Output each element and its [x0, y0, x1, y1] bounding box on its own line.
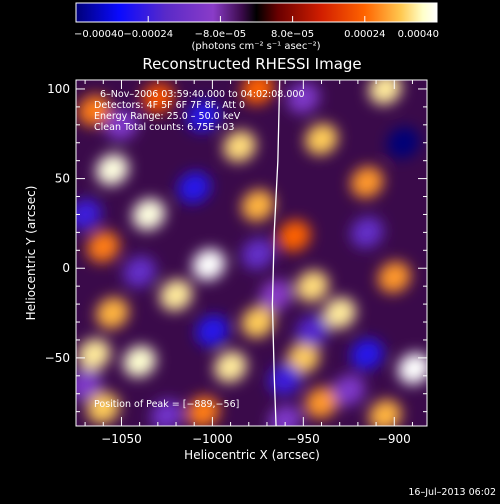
emission-blob — [96, 297, 129, 329]
axis-ticks: −1050 −1000 −950 −900 −50 0 50 100 — [45, 80, 427, 446]
x-tick-label: −1050 — [101, 432, 142, 446]
emission-blob — [323, 297, 357, 329]
peak-position-label: Position of Peak = [−889,−56] — [94, 399, 239, 410]
negative-blob — [196, 315, 229, 347]
negative-blob — [332, 374, 366, 406]
x-tick-label: −1000 — [192, 432, 233, 446]
y-tick-label: −50 — [45, 351, 70, 365]
colorbar-tick-label: 8.0e−05 — [271, 29, 314, 40]
emission-blob — [77, 338, 111, 370]
colorbar-tick-label: −8.0e−05 — [195, 29, 247, 40]
negative-blob — [286, 82, 320, 114]
solar-limb-line — [271, 80, 281, 426]
colorbar-ticks: −0.00040 −0.00024 −8.0e−05 8.0e−05 0.00024 0.… — [74, 16, 439, 40]
emission-blob — [186, 395, 220, 426]
negative-blob — [123, 256, 157, 288]
negative-blob — [76, 369, 102, 401]
emission-blob — [132, 198, 166, 231]
y-tick-label: 0 — [62, 261, 70, 275]
emission-blob — [86, 231, 120, 263]
plot-frame — [75, 79, 428, 427]
negative-blob — [150, 399, 184, 426]
negative-blob — [350, 216, 384, 249]
negative-blob — [177, 171, 211, 204]
emission-blob — [192, 248, 226, 281]
emission-blob — [214, 351, 247, 383]
colorbar-tick-label: −0.00040 — [74, 29, 124, 40]
colorbar-unit-label: (photons cm⁻² s⁻¹ asec⁻²) — [191, 41, 320, 52]
negative-blob — [268, 363, 302, 396]
y-tick-label: 100 — [47, 82, 70, 96]
negative-blob — [386, 127, 420, 159]
emission-blob — [305, 387, 338, 419]
emission-blob — [86, 392, 120, 424]
annotation-line: Clean Total counts: 6.75E+03 — [94, 122, 234, 133]
emission-blob — [241, 80, 275, 105]
negative-blob — [241, 238, 275, 270]
annotation-line: Energy Range: 25.0 – 50.0 keV — [94, 111, 241, 122]
emission-blob — [296, 270, 329, 302]
colorbar-tick-label: 0.00040 — [398, 29, 439, 40]
emission-blob — [96, 153, 129, 186]
emission-blob — [368, 80, 402, 105]
negative-blob — [350, 338, 384, 370]
emission-blob — [377, 261, 411, 293]
x-axis-label: Heliocentric X (arcsec) — [184, 448, 320, 462]
emission-blob — [397, 352, 427, 385]
emission-blob — [368, 399, 402, 426]
colorbar-gradient — [75, 2, 438, 23]
negative-blob — [186, 100, 220, 132]
emission-blob — [350, 166, 384, 198]
negative-blob — [105, 109, 138, 141]
emission-blob — [123, 345, 157, 378]
emission-blob — [223, 130, 257, 163]
emission-blob — [159, 279, 193, 311]
annotation-line: 6–Nov–2006 03:59:40.000 to 04:02:08.000 — [100, 89, 305, 100]
negative-blob — [296, 315, 329, 347]
emission-blob — [241, 306, 275, 338]
y-tick-label: 50 — [55, 172, 70, 186]
x-tick-label: −900 — [378, 432, 411, 446]
emission-blob — [77, 94, 111, 127]
annotation-line: Detectors: 4F 5F 6F 7F 8F, Att 0 — [94, 100, 245, 111]
negative-blob — [259, 279, 293, 311]
emission-blob — [141, 82, 175, 114]
negative-blob — [76, 198, 102, 231]
y-axis-label: Heliocentric Y (arcsec) — [24, 186, 38, 321]
emission-blob — [277, 220, 311, 252]
colorbar: −0.00040 −0.00024 −8.0e−05 8.0e−05 0.00024 0.… — [74, 2, 439, 52]
colorbar-tick-label: 0.00024 — [344, 29, 385, 40]
negative-blob — [268, 404, 302, 426]
annotation-block: 6–Nov–2006 03:59:40.000 to 04:02:08.000 … — [94, 89, 305, 133]
chart-title: Reconstructed RHESSI Image — [142, 55, 361, 73]
emission-blob — [241, 189, 275, 222]
plot-area: −1050 −1000 −950 −900 −50 0 50 100 — [45, 79, 428, 446]
x-tick-label: −950 — [287, 432, 320, 446]
heatmap-image — [76, 80, 427, 426]
emission-blob — [286, 342, 320, 374]
footer-timestamp: 16–Jul–2013 06:02 — [408, 487, 496, 498]
emission-blob — [305, 123, 338, 155]
colorbar-tick-label: −0.00024 — [123, 29, 173, 40]
